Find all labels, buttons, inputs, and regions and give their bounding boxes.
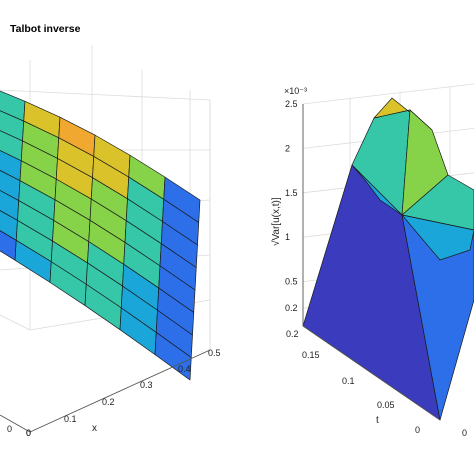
left-x-tick: 0.2 — [102, 397, 115, 407]
right-surface-facet — [401, 214, 474, 261]
right-surface-plot: 0.2 0.5 1 1.5 2 2.5 0 0.05 0.1 0.15 0.2 ×10⁻³ √Va… — [270, 83, 474, 438]
right-t-axis — [302, 325, 441, 421]
left-grid-line — [0, 314, 31, 331]
right-y-label: √Var[u(x,t)] — [270, 197, 282, 246]
left-t-axis — [0, 414, 31, 433]
left-x-tick: 0.3 — [140, 380, 153, 390]
right-t-tick-labels: 0 0.05 0.1 0.15 0.2 — [286, 329, 420, 435]
right-t-tick: 0.15 — [302, 350, 320, 360]
left-x-tick: 0 — [26, 428, 31, 438]
left-surface-plot: Talbot inverse 0 0.1 0.2 0.3 0.4 0.5 x 0 0 — [0, 23, 221, 438]
left-grid-line — [0, 89, 211, 101]
right-z-tick: 2 — [285, 143, 290, 153]
right-z-tick: 1 — [285, 232, 290, 242]
right-surface — [302, 97, 474, 421]
left-t-tick-0: 0 — [7, 424, 12, 434]
right-t-label: t — [376, 415, 379, 426]
right-t-tick: 0 — [415, 425, 420, 435]
left-title: Talbot inverse — [10, 23, 81, 35]
right-x-tick-0: 0 — [462, 428, 467, 438]
left-x-label: x — [92, 423, 97, 434]
left-x-axis — [29, 349, 211, 433]
left-x-tick: 0.5 — [208, 348, 221, 358]
right-z-tick: 2.5 — [285, 99, 298, 109]
right-z-tick-labels: 0.2 0.5 1 1.5 2 2.5 — [285, 99, 298, 313]
right-z-tick: 0.5 — [285, 277, 298, 287]
left-x-tick-labels: 0 0.1 0.2 0.3 0.4 0.5 — [26, 348, 221, 438]
right-t-tick: 0.1 — [342, 376, 355, 386]
left-x-tick: 0.4 — [178, 364, 191, 374]
left-x-tick: 0.1 — [64, 414, 77, 424]
left-surface — [0, 90, 201, 381]
right-z-tick: 0.2 — [285, 303, 298, 313]
left-surface-facet — [154, 332, 192, 381]
right-z-tick: 1.5 — [285, 188, 298, 198]
right-t-tick: 0.2 — [286, 329, 299, 339]
right-grid-line — [302, 83, 474, 105]
right-t-tick: 0.05 — [377, 400, 395, 410]
left-t-tick-1: 0 — [26, 428, 31, 438]
right-exponent-label: ×10⁻³ — [284, 86, 307, 96]
right-surface-facet — [351, 164, 403, 216]
